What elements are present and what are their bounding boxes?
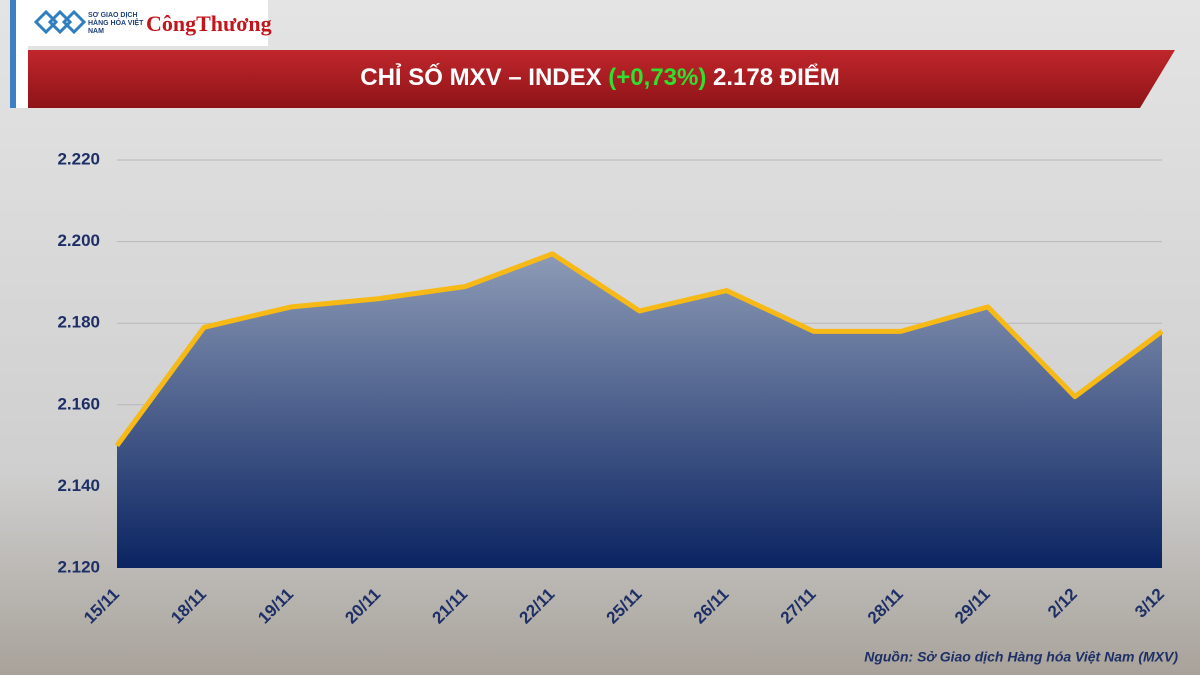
title-prefix: CHỈ SỐ MXV – INDEX <box>360 62 601 91</box>
y-tick-label: 2.180 <box>57 313 100 332</box>
y-tick-label: 2.220 <box>57 149 100 168</box>
accent-stripe <box>16 0 28 108</box>
y-tick-label: 2.120 <box>57 557 100 576</box>
line <box>114 251 1164 448</box>
header-bar <box>28 50 1175 108</box>
accent-stripe <box>10 0 16 108</box>
y-tick-label: 2.200 <box>57 231 100 250</box>
brand: CôngThương <box>146 11 272 36</box>
title-change: (+0,73%) <box>608 64 706 91</box>
title-suffix: 2.178 ĐIỂM <box>713 63 840 91</box>
logo-icon <box>33 9 87 35</box>
chart-title: CHỈ SỐ MXV – INDEX (+0,73%) 2.178 ĐIỂM <box>360 62 840 91</box>
logo-text-box: SỞ GIAO DỊCH HÀNG HÓA VIỆT NAM <box>88 12 144 35</box>
source: Nguồn: Sở Giao dịch Hàng hóa Việt Nam (M… <box>864 649 1178 665</box>
logo-text: SỞ GIAO DỊCH HÀNG HÓA VIỆT NAM <box>88 12 144 35</box>
y-tick-label: 2.160 <box>57 394 100 413</box>
y-tick-label: 2.140 <box>57 476 100 495</box>
